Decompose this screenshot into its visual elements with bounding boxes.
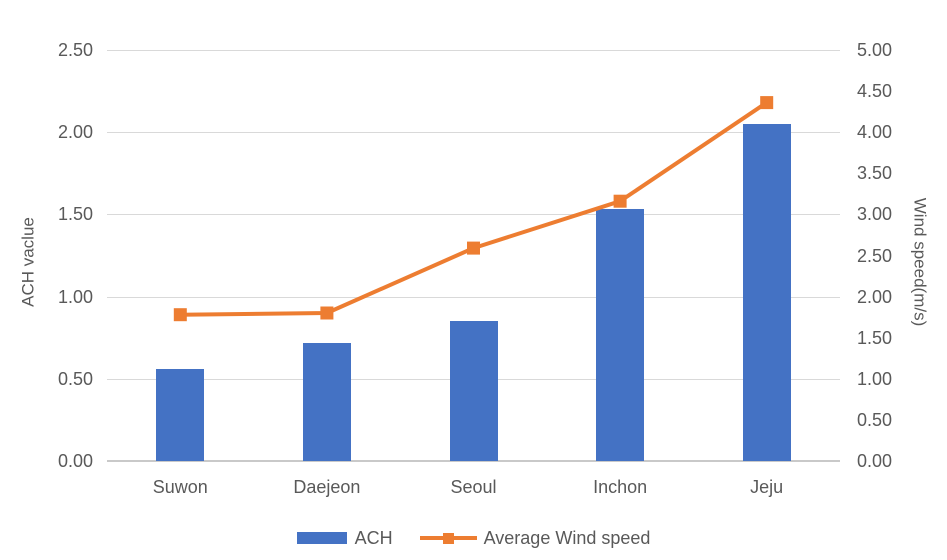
wind-speed-marker-jeju [760,96,774,110]
right-axis-tick: 2.50 [857,245,893,266]
right-axis-tick: 4.50 [857,81,893,102]
right-axis-tick: 3.00 [857,204,893,225]
left-axis-tick: 0.50 [57,368,93,389]
category-label-inchon: Inchon [593,477,648,497]
bar-jeju [742,123,791,461]
left-axis-tick: 2.00 [57,122,93,143]
gridline [107,132,840,134]
wind-speed-marker-inchon [613,194,627,208]
legend-label-wind: Average Wind speed [483,528,651,548]
wind-speed-marker-seoul [467,241,480,255]
wind-speed-marker-daejeon [320,306,334,320]
right-axis-tick: 5.00 [857,40,893,60]
gridline [107,296,840,298]
left-axis-tick: 0.00 [57,451,93,471]
bar-daejeon [302,342,351,461]
right-axis-tick: 2.00 [857,286,893,307]
category-label-daejeon: Daejeon [293,477,361,497]
category-label-jeju: Jeju [750,477,784,497]
right-axis-tick: 3.50 [857,163,893,184]
category-label-suwon: Suwon [152,477,208,497]
left-axis-tick: 1.00 [57,286,93,307]
left-axis-tick: 2.50 [57,40,93,60]
right-axis-tick: 1.00 [857,368,893,389]
bar-suwon [156,368,205,461]
right-axis-tick: 0.00 [857,451,893,471]
legend-item-wind: Average Wind speed [419,528,651,548]
right-axis-tick: 4.00 [857,122,893,143]
left-axis-tick: 1.50 [57,204,93,225]
bar-inchon [596,209,645,461]
right-axis-tick: 0.50 [857,409,893,430]
ach-bar-swatch-icon [296,532,347,544]
legend: ACH Average Wind speed [0,529,947,547]
wind-speed-marker-suwon [173,308,187,322]
wind-speed-line [180,100,768,317]
gridline [107,50,840,51]
wind-line-marker-icon [419,532,477,544]
bar-seoul [449,321,498,461]
gridline [107,214,840,216]
legend-item-ach: ACH [296,528,393,548]
legend-label-ach: ACH [354,528,393,548]
x-axis-line [107,460,840,462]
category-label-seoul: Seoul [450,477,497,497]
right-axis-tick: 1.50 [857,327,893,348]
